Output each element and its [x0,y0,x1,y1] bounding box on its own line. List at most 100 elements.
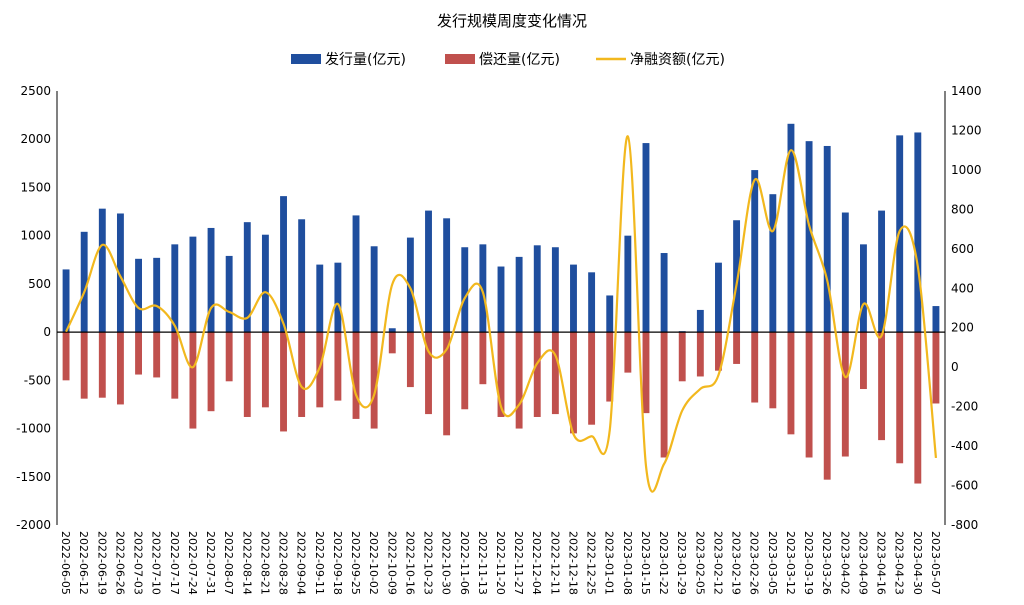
bar-repayment [606,332,614,402]
bar-issuance [370,246,378,333]
x-axis-tick-label: 2022-06-05 [59,531,72,595]
right-axis-tick-label: -600 [951,479,978,493]
x-axis-tick-label: 2022-07-10 [150,531,163,595]
bar-repayment [896,332,904,464]
x-axis-tick-label: 2023-02-05 [693,531,706,595]
left-axis-tick-label: -1000 [16,422,51,436]
bar-repayment [370,332,378,429]
bar-repayment [116,332,124,405]
bar-repayment [425,332,432,415]
right-axis-tick-label: -400 [951,439,978,453]
x-axis-tick-label: 2023-03-19 [802,531,815,595]
right-axis-tick-label: 1400 [951,84,982,98]
right-axis: -800 -600 -400 -200 0 200 400 600 800 1000 1200 140… [951,84,982,532]
x-axis-tick-label: 2023-02-12 [711,531,724,595]
x-axis-tick-label: 2023-02-26 [748,531,761,595]
legend-label-repayment: 偿还量(亿元) [479,52,560,68]
left-axis-tick-label: -500 [24,373,51,387]
bar-issuance [443,218,451,333]
series-issuance [62,123,940,333]
bar-issuance [715,262,722,333]
x-axis-tick-label: 2022-11-06 [458,531,471,595]
bar-issuance [461,247,469,333]
right-axis-tick-label: 0 [951,360,959,374]
bar-issuance [261,234,269,333]
left-axis-tick-label: 1000 [20,229,51,243]
bar-issuance [116,213,124,333]
x-axis-tick-label: 2023-05-07 [929,531,942,595]
bar-issuance [388,328,396,333]
bar-repayment [352,332,360,419]
bar-issuance [533,245,541,333]
legend-swatch-repayment [445,54,475,64]
x-axis-tick-label: 2022-09-25 [349,531,362,595]
x-axis-tick-label: 2022-07-03 [132,531,145,595]
bar-repayment [98,332,106,398]
bar-repayment [733,332,741,364]
x-axis-tick-label: 2022-06-26 [113,531,126,595]
bar-issuance [207,227,215,333]
series-repayment [62,332,940,484]
x-axis-tick-label: 2022-12-18 [566,531,579,595]
bar-issuance [805,141,813,333]
bar-repayment [860,332,867,390]
bar-repayment [515,332,523,429]
x-axis-tick-label: 2022-08-07 [222,531,235,595]
bar-repayment [280,332,287,432]
x-axis-tick-label: 2023-03-12 [784,531,797,595]
left-axis: -2000 -1500 -1000 -500 0 500 1000 1500 2000 2500 [16,84,51,532]
right-axis-tick-label: 400 [951,281,974,295]
x-axis-tick-label: 2023-03-26 [820,531,833,595]
left-axis-tick-label: -2000 [16,518,51,532]
bar-issuance [189,236,197,333]
bar-issuance [769,194,777,333]
x-axis-tick-label: 2023-01-01 [603,531,616,595]
bar-issuance [497,266,505,333]
right-axis-tick-label: -200 [951,400,978,414]
x-axis-tick-label: 2022-11-27 [512,531,525,595]
bar-repayment [135,332,142,375]
bar-repayment [660,332,668,458]
right-axis-tick-label: 800 [951,202,974,216]
x-axis-tick-label: 2023-01-22 [657,531,670,595]
bar-issuance [62,269,70,333]
left-axis-tick-label: 2000 [20,132,51,146]
x-axis-tick-label: 2023-04-02 [838,531,851,595]
x-axis-tick-label: 2022-10-16 [403,531,416,595]
x-axis-tick-label: 2022-08-28 [277,531,290,595]
bar-issuance [588,272,596,333]
right-axis-tick-label: 600 [951,242,974,256]
bar-issuance [171,244,179,333]
x-axis-tick-label: 2023-03-05 [766,531,779,595]
bar-repayment [497,332,505,417]
x-axis-tick-label: 2022-07-31 [204,531,217,595]
x-axis-tick-label: 2022-09-11 [313,531,326,595]
left-axis-tick-label: 500 [28,277,51,291]
bar-issuance [878,210,886,333]
bar-issuance [479,244,487,333]
bar-repayment [678,332,686,382]
x-axis-tick-label: 2023-01-15 [639,531,652,595]
bar-issuance [406,237,414,333]
bar-issuance [841,212,849,333]
x-axis-tick-label: 2023-04-23 [893,531,906,595]
bar-repayment [443,332,451,436]
bar-repayment [225,332,233,382]
x-axis-tick-label: 2022-10-02 [367,531,380,595]
x-axis-tick-label: 2022-09-04 [295,531,308,595]
bar-repayment [914,332,922,484]
x-axis-tick-label: 2023-04-16 [875,531,888,595]
x-axis-tick-label: 2022-12-04 [530,531,543,595]
bar-repayment [261,332,269,408]
bar-repayment [751,332,759,403]
bar-issuance [624,235,632,333]
bar-repayment [841,332,849,457]
bar-repayment [624,332,632,373]
bar-issuance [696,309,704,333]
x-axis-tick-label: 2023-01-29 [675,531,688,595]
bar-repayment [769,332,777,409]
bar-issuance [243,222,251,333]
bar-repayment [805,332,813,458]
right-axis-tick-label: 200 [951,321,974,335]
x-axis-tick-label: 2022-12-25 [585,531,598,595]
